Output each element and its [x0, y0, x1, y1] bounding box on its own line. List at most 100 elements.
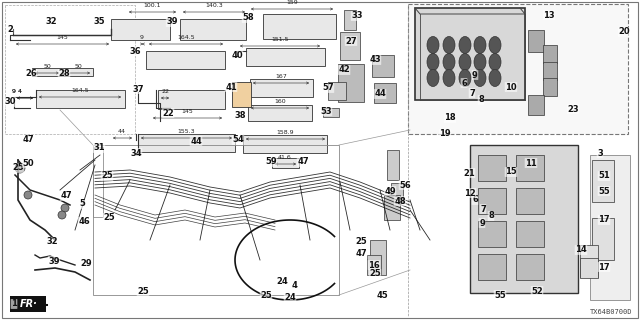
Text: 9: 9: [472, 70, 478, 79]
Ellipse shape: [489, 36, 501, 53]
Text: 9 4: 9 4: [12, 89, 22, 94]
Text: 24: 24: [284, 292, 296, 301]
Text: 24: 24: [276, 276, 288, 285]
Text: 47: 47: [297, 157, 309, 166]
Bar: [415, 8, 525, 100]
Text: 25: 25: [101, 172, 113, 180]
Text: 160: 160: [274, 99, 286, 104]
Text: 8: 8: [478, 95, 484, 105]
Text: 9: 9: [479, 219, 485, 228]
Bar: [370, 240, 386, 275]
Bar: [516, 254, 544, 280]
Text: 35: 35: [93, 18, 105, 27]
Text: 20: 20: [618, 28, 630, 36]
Text: 34: 34: [130, 148, 142, 157]
Bar: [36, 90, 125, 108]
Bar: [243, 135, 327, 153]
Ellipse shape: [459, 36, 471, 53]
Bar: [408, 4, 628, 134]
Text: 47: 47: [60, 191, 72, 201]
Text: 164.5: 164.5: [177, 35, 195, 40]
Text: 100.1: 100.1: [143, 3, 161, 8]
Bar: [367, 255, 381, 275]
Text: 56: 56: [399, 180, 411, 189]
Text: 7: 7: [480, 204, 486, 213]
Circle shape: [15, 163, 25, 173]
Bar: [323, 108, 339, 117]
Text: 29: 29: [80, 259, 92, 268]
Text: 26: 26: [25, 69, 37, 78]
Bar: [374, 83, 396, 103]
Text: 9: 9: [140, 35, 144, 40]
Text: 25: 25: [355, 237, 367, 246]
Bar: [93, 145, 339, 295]
Bar: [478, 221, 506, 247]
Text: TX64B0700D: TX64B0700D: [589, 309, 632, 315]
Bar: [338, 64, 364, 102]
Text: 145: 145: [56, 35, 68, 40]
Bar: [580, 245, 598, 277]
Ellipse shape: [427, 69, 439, 86]
Bar: [478, 188, 506, 214]
Text: 9 4: 9 4: [12, 89, 22, 94]
Bar: [340, 32, 360, 60]
Bar: [470, 145, 578, 293]
Text: 25: 25: [137, 286, 149, 295]
Text: 17: 17: [598, 262, 610, 271]
Bar: [543, 78, 557, 96]
Text: 145: 145: [181, 109, 193, 114]
Circle shape: [61, 204, 69, 212]
Bar: [592, 160, 614, 202]
Ellipse shape: [443, 69, 455, 86]
Text: 39: 39: [48, 257, 60, 266]
Text: 36: 36: [129, 46, 141, 55]
Text: 21: 21: [463, 169, 475, 178]
Text: 50: 50: [43, 64, 51, 69]
Text: 16: 16: [368, 260, 380, 269]
Bar: [63, 68, 93, 76]
Text: 51: 51: [598, 172, 610, 180]
Bar: [93, 147, 103, 217]
Bar: [263, 14, 336, 39]
Bar: [543, 62, 557, 80]
Text: 47: 47: [22, 135, 34, 145]
Text: 25: 25: [12, 164, 24, 172]
Text: 32: 32: [46, 237, 58, 246]
Text: 17: 17: [598, 215, 610, 225]
Text: 25: 25: [260, 291, 272, 300]
Bar: [272, 158, 299, 168]
Ellipse shape: [443, 36, 455, 53]
Text: 6: 6: [461, 78, 467, 87]
Text: 1: 1: [11, 300, 17, 308]
Text: 39: 39: [166, 18, 178, 27]
Text: 13: 13: [543, 11, 555, 20]
Bar: [478, 254, 506, 280]
Text: 45: 45: [376, 292, 388, 300]
Text: 5: 5: [79, 199, 85, 209]
Bar: [158, 90, 225, 109]
Text: 8: 8: [488, 212, 494, 220]
Bar: [387, 150, 399, 180]
Text: 151.5: 151.5: [271, 37, 289, 42]
Text: 167: 167: [275, 74, 287, 79]
Ellipse shape: [459, 69, 471, 86]
Text: 25: 25: [369, 269, 381, 278]
Bar: [328, 82, 346, 100]
Text: 49: 49: [384, 187, 396, 196]
Text: 12: 12: [464, 188, 476, 197]
Text: 53: 53: [320, 107, 332, 116]
Text: 28: 28: [58, 69, 70, 78]
Text: 25: 25: [103, 213, 115, 222]
Text: 6: 6: [472, 196, 478, 204]
Text: 22: 22: [162, 108, 174, 117]
Text: 159: 159: [286, 0, 298, 5]
Text: 4: 4: [292, 282, 298, 291]
Text: 33: 33: [351, 12, 363, 20]
Text: 27: 27: [345, 36, 357, 45]
Circle shape: [24, 191, 32, 199]
Bar: [344, 10, 356, 30]
Text: 43: 43: [369, 55, 381, 65]
Bar: [111, 19, 170, 40]
Circle shape: [58, 211, 66, 219]
Bar: [372, 55, 394, 77]
